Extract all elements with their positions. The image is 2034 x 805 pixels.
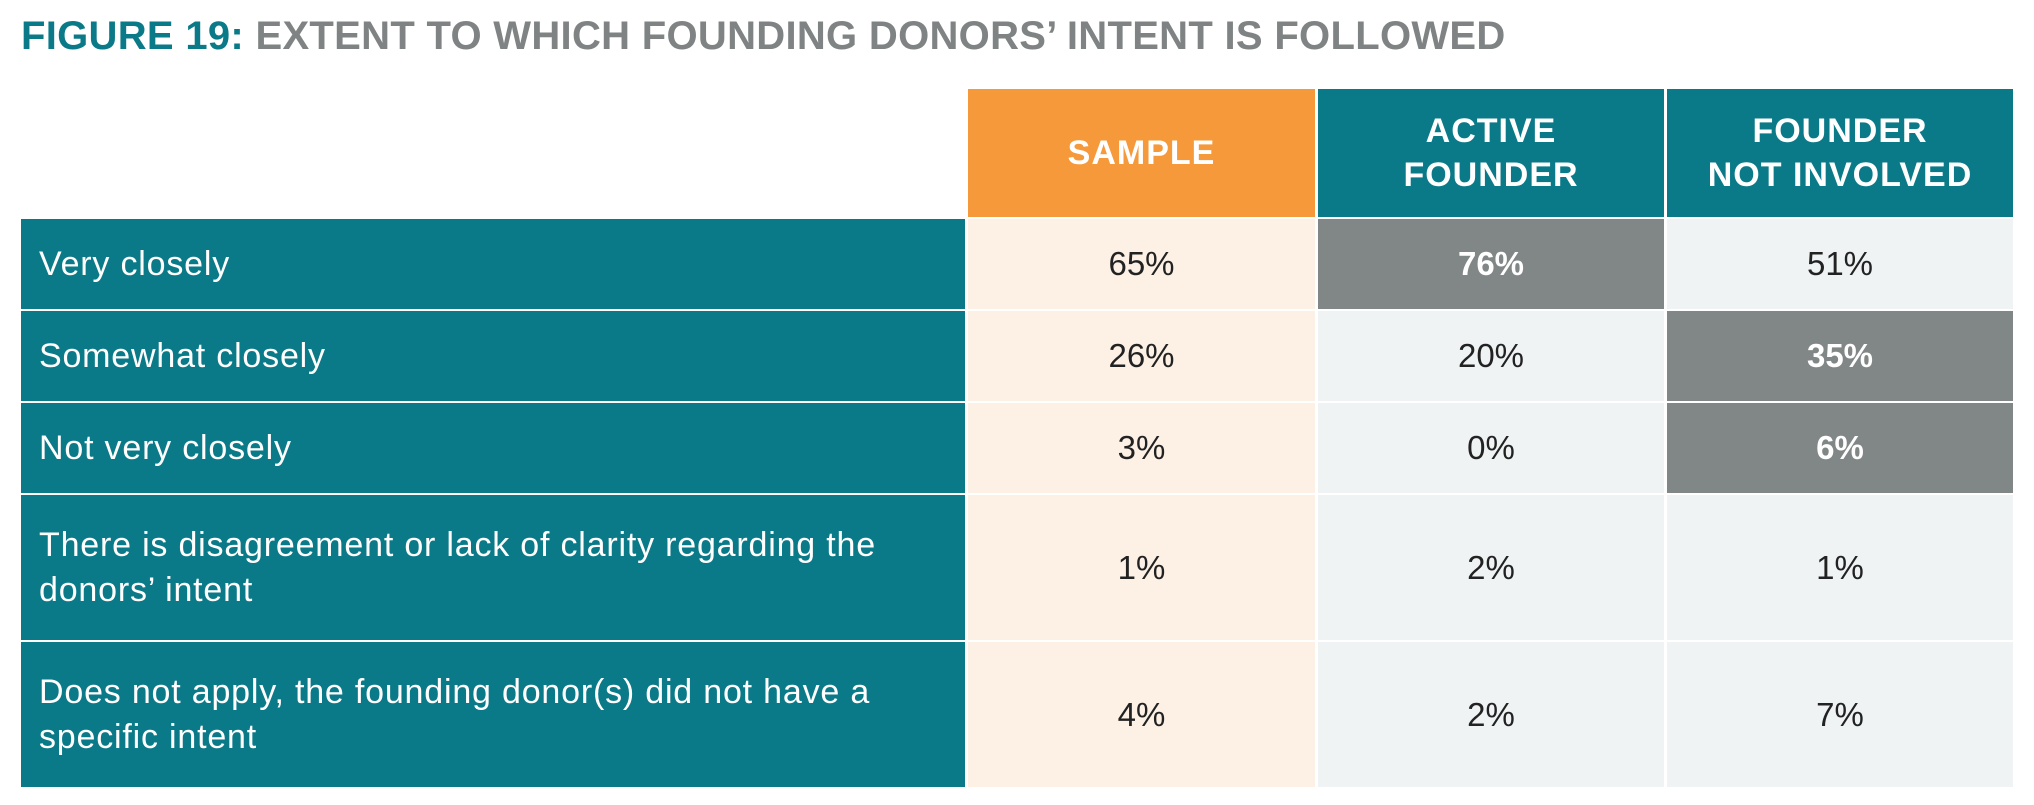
header-blank-cell <box>21 89 965 217</box>
active-founder-value: 0% <box>1318 403 1664 493</box>
sample-value: 26% <box>968 311 1315 401</box>
figure-title: FIGURE 19: EXTENT TO WHICH FOUNDING DONO… <box>21 14 1506 59</box>
intent-table: SAMPLE ACTIVE FOUNDER FOUNDER NOT INVOLV… <box>21 89 2014 787</box>
founder-not-involved-value: 6% <box>1667 403 2013 493</box>
column-header-founder-not-involved: FOUNDER NOT INVOLVED <box>1667 89 2013 217</box>
active-founder-value: 2% <box>1318 642 1664 787</box>
row-label: There is disagreement or lack of clarity… <box>21 495 965 640</box>
sample-value: 4% <box>968 642 1315 787</box>
active-founder-value: 2% <box>1318 495 1664 640</box>
row-label: Somewhat closely <box>21 311 965 401</box>
founder-not-involved-value: 7% <box>1667 642 2013 787</box>
row-label: Very closely <box>21 219 965 309</box>
sample-value: 1% <box>968 495 1315 640</box>
founder-not-involved-value: 35% <box>1667 311 2013 401</box>
active-founder-value: 20% <box>1318 311 1664 401</box>
sample-value: 65% <box>968 219 1315 309</box>
founder-not-involved-value: 1% <box>1667 495 2013 640</box>
column-header-sample: SAMPLE <box>968 89 1315 217</box>
sample-value: 3% <box>968 403 1315 493</box>
active-founder-value: 76% <box>1318 219 1664 309</box>
founder-not-involved-value: 51% <box>1667 219 2013 309</box>
row-label: Not very closely <box>21 403 965 493</box>
column-header-active-founder: ACTIVE FOUNDER <box>1318 89 1664 217</box>
figure-title-text: EXTENT TO WHICH FOUNDING DONORS’ INTENT … <box>255 14 1506 58</box>
figure-label: FIGURE 19: <box>21 14 245 58</box>
row-label: Does not apply, the founding donor(s) di… <box>21 642 965 787</box>
